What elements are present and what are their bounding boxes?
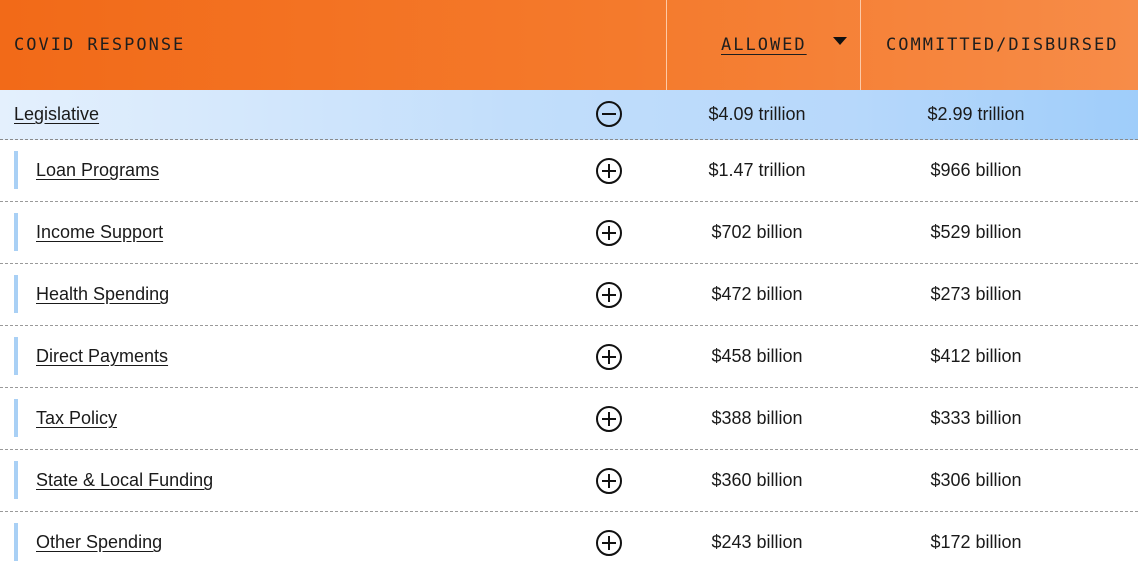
plus-circle-icon[interactable]: [596, 282, 622, 308]
indent-accent-bar: [14, 337, 18, 375]
row-name-link[interactable]: Legislative: [14, 104, 100, 124]
committed-value: $529 billion: [930, 222, 1022, 242]
header-committed-column: COMMITTED/DISBURSED: [860, 0, 1138, 90]
indent-accent-bar: [14, 399, 18, 437]
table-header: COVID RESPONSE ALLOWED COMMITTED/DISBURS…: [0, 0, 1138, 90]
row-name-link[interactable]: Loan Programs: [36, 160, 160, 180]
committed-value: $333 billion: [930, 408, 1022, 428]
minus-circle-icon[interactable]: [596, 101, 622, 127]
sort-descending-icon[interactable]: [833, 37, 847, 45]
row-name-link[interactable]: Tax Policy: [36, 408, 118, 428]
allowed-value: $1.47 trillion: [708, 160, 806, 180]
allowed-value: $388 billion: [711, 408, 803, 428]
plus-circle-icon[interactable]: [596, 530, 622, 556]
row-name-link[interactable]: Income Support: [36, 222, 164, 242]
row-name-link[interactable]: Direct Payments: [36, 346, 169, 366]
row-name-link[interactable]: Health Spending: [36, 284, 170, 304]
row-name-link[interactable]: Other Spending: [36, 532, 163, 552]
table-row: Direct Payments $458 billion $412 billio…: [0, 326, 1138, 388]
header-title: COVID RESPONSE: [14, 35, 186, 55]
committed-value: $966 billion: [930, 160, 1022, 180]
table-row: Other Spending $243 billion $172 billion: [0, 512, 1138, 570]
table-row: Income Support $702 billion $529 billion: [0, 202, 1138, 264]
plus-circle-icon[interactable]: [596, 406, 622, 432]
allowed-value: $472 billion: [711, 284, 803, 304]
plus-circle-icon[interactable]: [596, 220, 622, 246]
allowed-value: $243 billion: [711, 532, 803, 552]
table-row: State & Local Funding $360 billion $306 …: [0, 450, 1138, 512]
plus-circle-icon[interactable]: [596, 344, 622, 370]
table-row: Loan Programs $1.47 trillion $966 billio…: [0, 140, 1138, 202]
plus-circle-icon[interactable]: [596, 468, 622, 494]
indent-accent-bar: [14, 213, 18, 251]
table-row: Health Spending $472 billion $273 billio…: [0, 264, 1138, 326]
indent-accent-bar: [14, 151, 18, 189]
committed-value: $273 billion: [930, 284, 1022, 304]
allowed-value: $458 billion: [711, 346, 803, 366]
table-row: Tax Policy $388 billion $333 billion: [0, 388, 1138, 450]
committed-value: $412 billion: [930, 346, 1022, 366]
allowed-value: $360 billion: [711, 470, 803, 490]
indent-accent-bar: [14, 275, 18, 313]
sort-allowed-link[interactable]: ALLOWED: [721, 35, 807, 55]
committed-value: $306 billion: [930, 470, 1022, 490]
plus-circle-icon[interactable]: [596, 158, 622, 184]
header-committed-label: COMMITTED/DISBURSED: [886, 35, 1119, 55]
table-row-legislative: Legislative $4.09 trillion $2.99 trillio…: [0, 90, 1138, 140]
indent-accent-bar: [14, 523, 18, 561]
indent-accent-bar: [14, 461, 18, 499]
header-allowed-column[interactable]: ALLOWED: [666, 0, 861, 90]
row-name-link[interactable]: State & Local Funding: [36, 470, 214, 490]
allowed-value: $702 billion: [711, 222, 803, 242]
allowed-value: $4.09 trillion: [708, 104, 806, 124]
committed-value: $172 billion: [930, 532, 1022, 552]
committed-value: $2.99 trillion: [927, 104, 1025, 124]
